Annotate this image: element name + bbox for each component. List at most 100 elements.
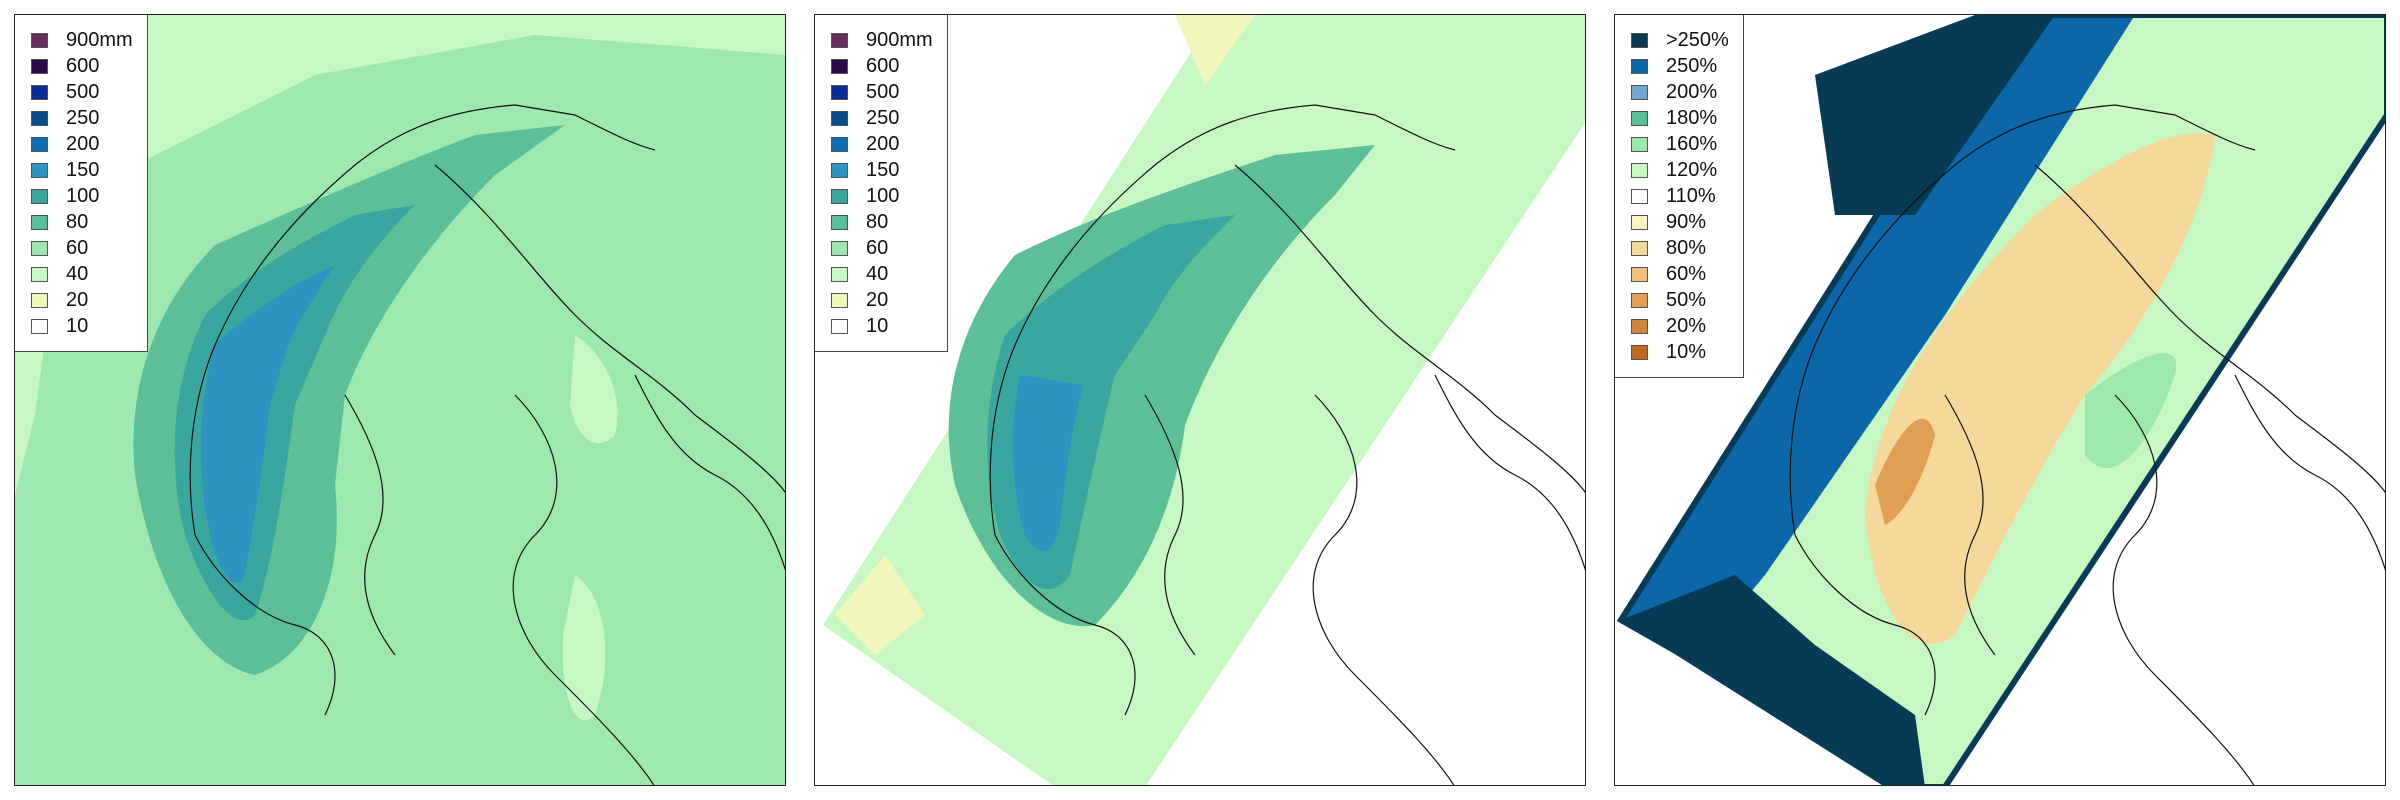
mountain-wet-zone: [200, 265, 335, 583]
legend-label: 120%: [1666, 159, 1718, 181]
legend-label: 10: [866, 315, 889, 337]
legend-item: 500: [831, 79, 933, 105]
legend-swatch: [31, 162, 48, 178]
legend-label: 900mm: [866, 29, 933, 51]
legend-label: 250: [66, 107, 100, 129]
legend-item: 80: [831, 209, 933, 235]
map-panel-3: >250% 250% 200% 180% 160% 120% 110% 90% 80% 60% 50…: [1614, 14, 2386, 786]
legend-swatch: [1631, 266, 1648, 282]
legend-label: 250%: [1666, 55, 1718, 77]
legend-label: 500: [66, 81, 100, 103]
legend-item: 10%: [1631, 339, 1729, 365]
legend-label: 90%: [1666, 211, 1707, 233]
legend-label: 150: [866, 159, 900, 181]
legend-item: 150: [31, 157, 133, 183]
southern-wet-edge: [1621, 575, 1925, 785]
legend-label: 110%: [1666, 185, 1716, 207]
legend-swatch: [1631, 32, 1648, 48]
legend-item: 50%: [1631, 287, 1729, 313]
legend-label: 20: [866, 289, 889, 311]
legend-swatch: [1631, 58, 1648, 74]
legend-label: 10%: [1666, 341, 1707, 363]
legend-label: 40: [866, 263, 889, 285]
legend-item: 200%: [1631, 79, 1729, 105]
legend-label: 200%: [1666, 81, 1718, 103]
legend-swatch: [1631, 110, 1648, 126]
legend-label: 80: [66, 211, 89, 233]
legend-item: 200: [31, 131, 133, 157]
dry-pocket-2: [562, 575, 606, 721]
legend-label: 150: [66, 159, 100, 181]
legend-swatch: [1631, 344, 1648, 360]
legend-label: 80%: [1666, 237, 1707, 259]
legend-label: 80: [866, 211, 889, 233]
legend-2: 900mm 600 500 250 200 150 100 80 60 40 20 10: [815, 15, 948, 352]
legend-swatch: [831, 32, 848, 48]
legend-item: 60%: [1631, 261, 1729, 287]
legend-label: 20: [66, 289, 89, 311]
legend-label: 100: [866, 185, 900, 207]
legend-swatch: [31, 266, 48, 282]
legend-item: 900mm: [831, 27, 933, 53]
western-wet-band: [1621, 15, 2135, 635]
legend-label: 900mm: [66, 29, 133, 51]
legend-item: 20: [31, 287, 133, 313]
legend-swatch: [31, 84, 48, 100]
legend-swatch: [1631, 84, 1648, 100]
map-panel-2: 900mm 600 500 250 200 150 100 80 60 40 20 10: [814, 14, 1586, 786]
legend-1: 900mm 600 500 250 200 150 100 80 60 40 20 10: [15, 15, 148, 352]
legend-label: 160%: [1666, 133, 1718, 155]
legend-swatch: [31, 292, 48, 308]
legend-item: 60: [831, 235, 933, 261]
legend-item: 900mm: [31, 27, 133, 53]
coastlines: [1789, 104, 2385, 785]
precipitation-map-2: [815, 15, 1585, 785]
legend-item: 10: [831, 313, 933, 339]
legend-item: 250: [831, 105, 933, 131]
legend-swatch: [31, 188, 48, 204]
legend-swatch: [831, 84, 848, 100]
legend-item: 100: [31, 183, 133, 209]
legend-swatch: [831, 188, 848, 204]
legend-swatch: [831, 292, 848, 308]
legend-item: >250%: [1631, 27, 1729, 53]
legend-item: 40: [831, 261, 933, 287]
legend-label: 20%: [1666, 315, 1707, 337]
legend-label: 600: [866, 55, 900, 77]
legend-swatch: [1631, 162, 1648, 178]
legend-label: 500: [866, 81, 900, 103]
legend-swatch: [831, 214, 848, 230]
legend-swatch: [831, 58, 848, 74]
eastern-wet-patch: [2085, 353, 2177, 468]
map-panel-1: 900mm 600 500 250 200 150 100 80 60 40 20 10: [14, 14, 786, 786]
rotated-domain: [823, 15, 1585, 785]
legend-label: >250%: [1666, 29, 1729, 51]
legend-item: 40: [31, 261, 133, 287]
legend-3: >250% 250% 200% 180% 160% 120% 110% 90% 80% 60% 50…: [1615, 15, 1744, 378]
legend-label: 50%: [1666, 289, 1707, 311]
legend-item: 80%: [1631, 235, 1729, 261]
legend-item: 160%: [1631, 131, 1729, 157]
legend-swatch: [31, 214, 48, 230]
legend-label: 60%: [1666, 263, 1707, 285]
legend-label: 60: [66, 237, 89, 259]
legend-swatch: [831, 240, 848, 256]
legend-item: 10: [31, 313, 133, 339]
dry-patch-2: [1175, 15, 1255, 85]
legend-swatch: [1631, 292, 1648, 308]
coastlines: [189, 104, 785, 785]
legend-item: 150: [831, 157, 933, 183]
legend-label: 60: [866, 237, 889, 259]
legend-label: 200: [866, 133, 900, 155]
legend-label: 200: [66, 133, 100, 155]
legend-item: 20%: [1631, 313, 1729, 339]
wet-extreme-area: [1815, 15, 2055, 215]
legend-swatch: [31, 32, 48, 48]
legend-swatch: [831, 318, 848, 334]
legend-swatch: [31, 318, 48, 334]
legend-label: 40: [66, 263, 89, 285]
coastlines: [989, 104, 1585, 785]
legend-swatch: [1631, 318, 1648, 334]
legend-item: 120%: [1631, 157, 1729, 183]
dry-patch-1: [835, 555, 925, 655]
